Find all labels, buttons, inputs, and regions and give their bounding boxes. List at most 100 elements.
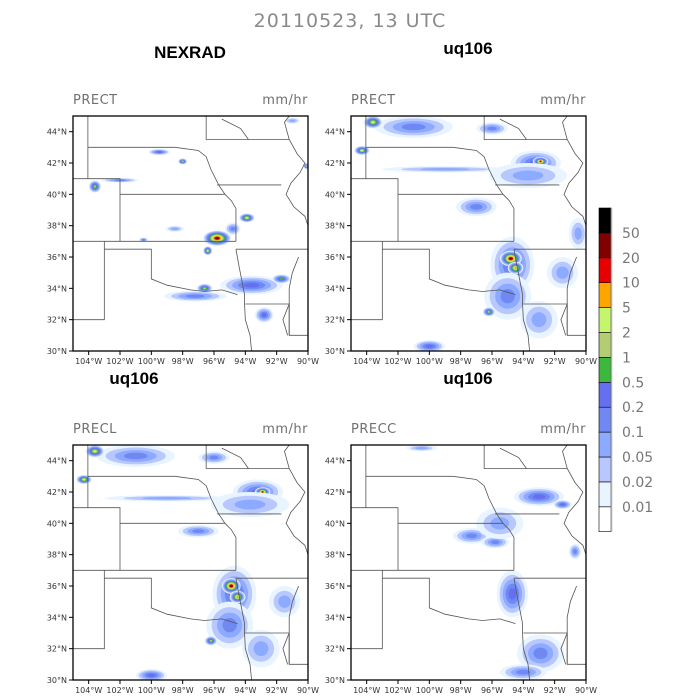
- lat-tick-label: 30°N: [325, 347, 345, 356]
- lon-tick-label: 90°W: [575, 686, 597, 695]
- precip-contour: [560, 503, 565, 506]
- lon-tick-label: 92°W: [544, 686, 566, 695]
- lat-tick-label: 32°N: [47, 645, 67, 654]
- precip-contour: [371, 121, 375, 124]
- lat-tick-label: 38°N: [47, 551, 67, 560]
- colorbar-box: [598, 307, 612, 333]
- figure-title: 20110523, 13 UTC: [254, 10, 447, 32]
- lat-tick-label: 44°N: [325, 128, 345, 137]
- precip-contour: [574, 227, 582, 240]
- lon-tick-label: 100°W: [416, 357, 443, 366]
- colorbar-label: 20: [622, 251, 640, 267]
- map-panel: uq106 PRECL mm/hr 30°N 32°N 34°N 36°N 38°N 40°N 4…: [47, 369, 319, 695]
- lon-tick-label: 102°W: [384, 357, 411, 366]
- lon-tick-label: 104°W: [75, 357, 102, 366]
- precip-contour: [93, 185, 97, 188]
- precip-contour: [185, 294, 205, 298]
- colorbar-label: 1: [622, 350, 631, 366]
- lat-tick-label: 32°N: [47, 316, 67, 325]
- state-border: [513, 578, 530, 680]
- colorbar-label: 0.05: [622, 450, 653, 466]
- state-border: [282, 585, 299, 665]
- panel-title: NEXRAD: [154, 43, 226, 62]
- lat-tick-label: 40°N: [325, 190, 345, 199]
- precip-contour: [215, 237, 219, 240]
- colorbar-box: [598, 332, 612, 358]
- precip-contour: [514, 266, 517, 269]
- lon-tick-label: 100°W: [416, 686, 443, 695]
- colorbar-label: 0.1: [622, 425, 644, 441]
- precip-contour: [512, 170, 544, 181]
- state-border: [205, 116, 290, 140]
- colorbar-label: 0.01: [622, 500, 653, 516]
- colorbar-label: 0.5: [622, 375, 644, 391]
- colorbar: 0.01 0.02 0.05 0.1 0.2 0.5 1 2 5 10 20 50: [598, 207, 653, 532]
- colorbar-label: 5: [622, 301, 631, 317]
- lat-tick-label: 44°N: [325, 457, 345, 466]
- state-border: [221, 118, 249, 140]
- colorbar-label: 50: [622, 226, 640, 242]
- lat-tick-label: 30°N: [47, 347, 67, 356]
- colorbar-label: 0.2: [622, 400, 644, 416]
- lon-tick-label: 104°W: [353, 357, 380, 366]
- state-border: [560, 256, 577, 336]
- colorbar-box: [598, 456, 612, 483]
- lon-tick-label: 92°W: [266, 357, 288, 366]
- precip-contour: [243, 282, 260, 288]
- lon-tick-label: 100°W: [138, 686, 165, 695]
- state-border: [499, 447, 527, 469]
- precip-contour: [556, 266, 569, 279]
- precip-contour: [500, 289, 515, 304]
- lon-tick-label: 96°W: [203, 686, 225, 695]
- precip-contour: [209, 639, 212, 642]
- lat-tick-label: 30°N: [47, 676, 67, 685]
- precip-contour: [401, 123, 426, 131]
- precip-contour: [209, 455, 219, 460]
- units-label: mm/hr: [262, 93, 308, 108]
- lat-tick-label: 34°N: [47, 284, 67, 293]
- map-frame: [350, 444, 587, 681]
- colorbar-box: [598, 431, 612, 458]
- precip-contour: [206, 249, 209, 252]
- units-label: mm/hr: [540, 422, 586, 437]
- state-border: [221, 447, 249, 469]
- lon-tick-label: 100°W: [138, 357, 165, 366]
- state-border: [562, 445, 586, 555]
- precip-contour: [245, 216, 249, 219]
- state-border: [483, 445, 568, 469]
- state-border: [499, 118, 527, 140]
- precip-contour: [305, 165, 308, 168]
- precip-contour: [487, 310, 490, 313]
- lat-tick-label: 32°N: [325, 645, 345, 654]
- lon-tick-label: 98°W: [172, 686, 194, 695]
- precip-contour: [360, 149, 364, 152]
- variable-label: PRECT: [351, 93, 396, 108]
- lat-tick-label: 36°N: [47, 582, 67, 591]
- colorbar-box: [598, 257, 612, 283]
- lon-tick-label: 104°W: [353, 686, 380, 695]
- state-border: [483, 116, 568, 140]
- precip-contour: [289, 119, 296, 122]
- lon-tick-label: 90°W: [575, 357, 597, 366]
- units-label: mm/hr: [262, 422, 308, 437]
- state-border: [351, 578, 383, 650]
- colorbar-box: [598, 357, 612, 383]
- state-border: [73, 578, 105, 650]
- panel-title: uq106: [443, 39, 492, 58]
- precip-contour: [142, 497, 192, 500]
- lon-tick-label: 102°W: [384, 686, 411, 695]
- lat-tick-label: 36°N: [325, 253, 345, 262]
- precip-contour: [490, 540, 500, 545]
- precip-contour: [531, 312, 547, 328]
- precip-field: [73, 116, 308, 351]
- precip-contour: [203, 287, 206, 290]
- precip-contour: [465, 533, 478, 539]
- lon-tick-label: 94°W: [512, 357, 534, 366]
- lon-tick-label: 90°W: [297, 357, 319, 366]
- precip-contour: [516, 669, 531, 675]
- lon-tick-label: 98°W: [450, 357, 472, 366]
- state-border: [351, 178, 399, 242]
- precip-contour: [192, 529, 205, 534]
- precip-contour: [261, 313, 267, 317]
- colorbar-label: 2: [622, 326, 631, 342]
